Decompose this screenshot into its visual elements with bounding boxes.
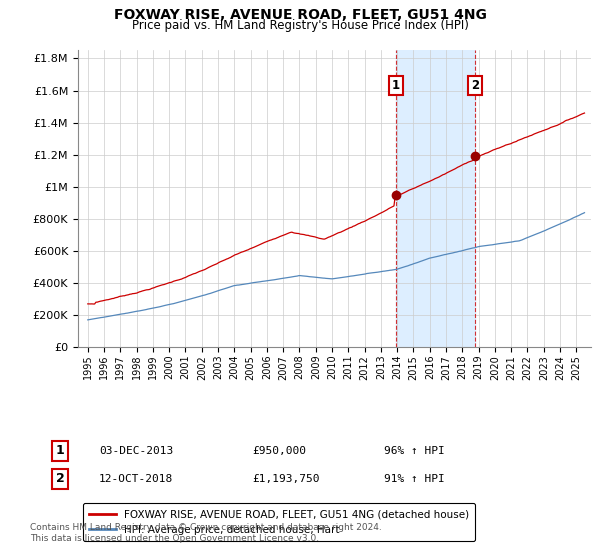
Text: 12-OCT-2018: 12-OCT-2018: [99, 474, 173, 484]
Text: £950,000: £950,000: [252, 446, 306, 456]
Text: 03-DEC-2013: 03-DEC-2013: [99, 446, 173, 456]
Text: 1: 1: [56, 444, 64, 458]
Text: 96% ↑ HPI: 96% ↑ HPI: [384, 446, 445, 456]
Text: Price paid vs. HM Land Registry's House Price Index (HPI): Price paid vs. HM Land Registry's House …: [131, 19, 469, 32]
Text: 2: 2: [471, 79, 479, 92]
Text: 91% ↑ HPI: 91% ↑ HPI: [384, 474, 445, 484]
Text: Contains HM Land Registry data © Crown copyright and database right 2024.
This d: Contains HM Land Registry data © Crown c…: [30, 524, 382, 543]
Text: £1,193,750: £1,193,750: [252, 474, 320, 484]
Legend: FOXWAY RISE, AVENUE ROAD, FLEET, GU51 4NG (detached house), HPI: Average price, : FOXWAY RISE, AVENUE ROAD, FLEET, GU51 4N…: [83, 503, 475, 541]
Text: 1: 1: [392, 79, 400, 92]
Text: 2: 2: [56, 472, 64, 486]
Bar: [396, 50, 475, 347]
Text: FOXWAY RISE, AVENUE ROAD, FLEET, GU51 4NG: FOXWAY RISE, AVENUE ROAD, FLEET, GU51 4N…: [113, 8, 487, 22]
